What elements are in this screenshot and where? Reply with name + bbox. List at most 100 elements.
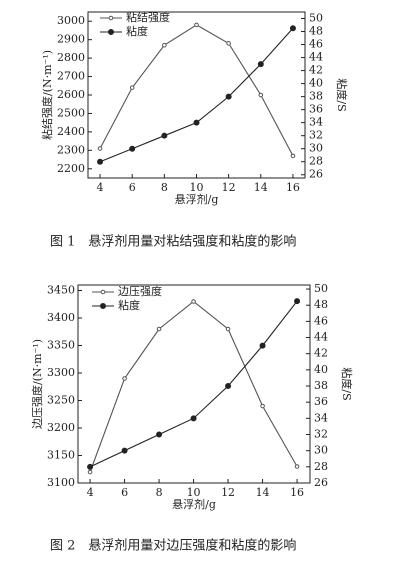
data-point bbox=[258, 92, 264, 98]
data-point bbox=[97, 158, 104, 165]
caption: 图 2 悬浮剂用量对边压强度和粘度的影响 bbox=[50, 538, 296, 554]
data-point bbox=[156, 431, 163, 438]
y2-tick-label: 42 bbox=[309, 64, 323, 77]
y-tick-label: 2700 bbox=[57, 70, 85, 83]
y-axis-label: 粘结强度/(N·m⁻¹) bbox=[40, 50, 54, 140]
y2-tick-label: 32 bbox=[309, 129, 323, 142]
y-tick-label: 3150 bbox=[47, 449, 75, 462]
data-point bbox=[162, 42, 167, 48]
data-point bbox=[193, 119, 200, 126]
y-tick-label: 2600 bbox=[57, 88, 85, 101]
y2-axis-label: 粘度/S bbox=[340, 367, 354, 400]
y-tick-label: 2200 bbox=[57, 162, 85, 175]
y-tick-label: 2800 bbox=[57, 51, 85, 64]
series-line bbox=[89, 300, 298, 468]
x-tick-label: 14 bbox=[256, 486, 270, 499]
x-tick-label: 8 bbox=[161, 181, 168, 194]
caption: 图 1 悬浮剂用量对粘结强度和粘度的影响 bbox=[50, 234, 296, 250]
legend-marker bbox=[108, 15, 114, 21]
x-tick-label: 4 bbox=[97, 181, 104, 194]
series-line bbox=[99, 27, 294, 163]
y2-axis-label: 粘度/S bbox=[335, 78, 349, 111]
y2-tick-label: 26 bbox=[309, 168, 323, 181]
y2-tick-label: 46 bbox=[314, 314, 328, 327]
data-point bbox=[97, 146, 103, 151]
y2-tick-label: 40 bbox=[309, 77, 323, 90]
y2-tick-label: 36 bbox=[309, 103, 323, 116]
y2-tick-label: 34 bbox=[309, 116, 323, 129]
y2-tick-label: 38 bbox=[314, 379, 328, 392]
y-tick-label: 3400 bbox=[47, 311, 75, 324]
y-tick-label: 3000 bbox=[57, 14, 85, 27]
legend-label: 粘结强度 bbox=[126, 10, 170, 24]
series-line bbox=[89, 300, 298, 473]
data-point bbox=[121, 447, 128, 454]
y2-tick-label: 50 bbox=[309, 12, 323, 25]
legend-label: 边压强度 bbox=[118, 284, 162, 298]
data-point bbox=[294, 298, 301, 305]
data-point bbox=[190, 415, 197, 422]
y2-tick-label: 36 bbox=[314, 395, 328, 408]
data-point bbox=[289, 25, 296, 32]
y2-tick-label: 40 bbox=[314, 363, 328, 376]
y2-tick-label: 46 bbox=[309, 38, 323, 51]
y2-tick-label: 38 bbox=[309, 90, 323, 103]
x-tick-label: 16 bbox=[290, 486, 304, 499]
y-tick-label: 2900 bbox=[57, 33, 85, 46]
y2-tick-label: 48 bbox=[314, 298, 328, 311]
y-axis-label: 边压强度/(N·m⁻¹) bbox=[30, 339, 44, 429]
x-tick-label: 12 bbox=[222, 181, 236, 194]
legend-marker bbox=[100, 289, 106, 295]
y-tick-label: 3300 bbox=[47, 366, 75, 379]
y-tick-label: 3450 bbox=[47, 284, 75, 297]
y2-tick-label: 44 bbox=[309, 51, 323, 64]
y2-tick-label: 44 bbox=[314, 331, 328, 344]
x-tick-label: 4 bbox=[87, 486, 94, 499]
y2-tick-label: 34 bbox=[314, 411, 328, 424]
x-tick-label: 6 bbox=[121, 486, 128, 499]
y-tick-label: 3350 bbox=[47, 339, 75, 352]
data-point bbox=[122, 376, 127, 381]
legend-label: 粘度 bbox=[118, 298, 140, 312]
data-point bbox=[161, 132, 168, 139]
data-point bbox=[225, 383, 232, 390]
y2-tick-label: 26 bbox=[314, 476, 328, 489]
y-tick-label: 2300 bbox=[57, 143, 85, 156]
legend-marker bbox=[100, 303, 106, 309]
data-point bbox=[225, 326, 231, 332]
y2-tick-label: 50 bbox=[314, 282, 328, 295]
y-tick-label: 3200 bbox=[47, 421, 75, 434]
data-point bbox=[129, 85, 135, 90]
data-point bbox=[259, 342, 266, 349]
data-point bbox=[260, 403, 265, 409]
x-tick-label: 16 bbox=[286, 181, 300, 194]
x-tick-label: 14 bbox=[254, 181, 268, 194]
y2-tick-label: 28 bbox=[309, 155, 323, 168]
y2-tick-label: 48 bbox=[309, 25, 323, 38]
data-point bbox=[290, 153, 296, 159]
x-tick-label: 10 bbox=[187, 486, 201, 499]
data-point bbox=[191, 299, 196, 304]
data-point bbox=[87, 463, 94, 470]
data-point bbox=[294, 464, 300, 469]
y2-tick-label: 28 bbox=[314, 460, 328, 473]
legend-label: 粘度 bbox=[126, 24, 148, 38]
y-tick-label: 3100 bbox=[47, 476, 75, 489]
data-point bbox=[225, 93, 232, 100]
data-point bbox=[194, 22, 199, 28]
y-tick-label: 3250 bbox=[47, 394, 75, 407]
x-tick-label: 12 bbox=[221, 486, 235, 499]
y-tick-label: 2400 bbox=[57, 125, 85, 138]
x-tick-label: 10 bbox=[190, 181, 204, 194]
y2-tick-label: 30 bbox=[309, 142, 323, 155]
x-axis-label: 悬浮剂/g bbox=[172, 497, 216, 511]
series-line bbox=[99, 24, 294, 157]
x-axis-label: 悬浮剂/g bbox=[175, 192, 219, 206]
y2-tick-label: 42 bbox=[314, 347, 328, 360]
y2-tick-label: 32 bbox=[314, 428, 328, 441]
plot-frame bbox=[77, 284, 311, 484]
y2-tick-label: 30 bbox=[314, 444, 328, 457]
data-point bbox=[156, 326, 162, 332]
data-point bbox=[129, 145, 136, 152]
